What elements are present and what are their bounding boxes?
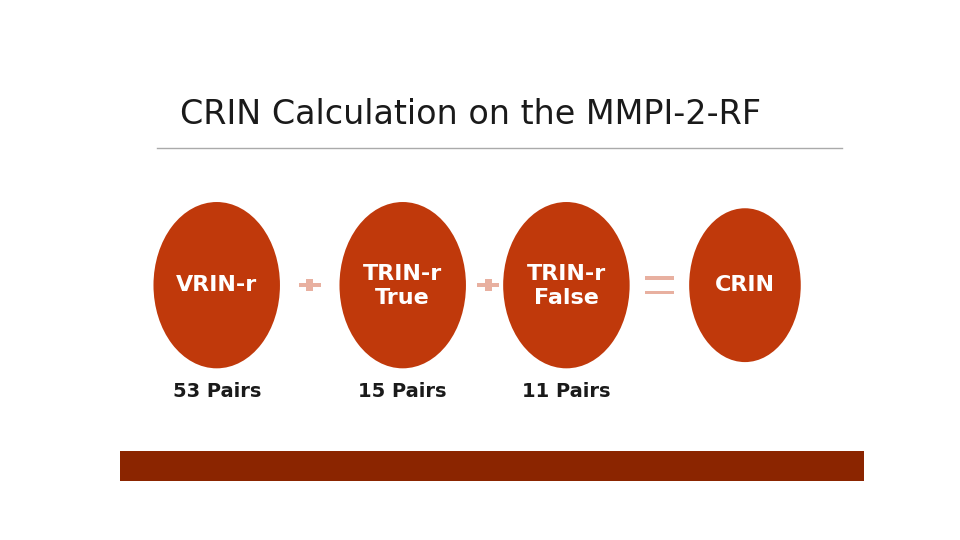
FancyBboxPatch shape (120, 451, 864, 481)
Ellipse shape (154, 202, 280, 368)
Text: VRIN-r: VRIN-r (176, 275, 257, 295)
Text: 53 Pairs: 53 Pairs (173, 382, 261, 401)
Text: 11 Pairs: 11 Pairs (522, 382, 611, 401)
FancyBboxPatch shape (306, 279, 313, 292)
Text: CRIN Calculation on the MMPI-2-RF: CRIN Calculation on the MMPI-2-RF (180, 98, 760, 131)
Ellipse shape (340, 202, 466, 368)
Text: TRIN-r: TRIN-r (527, 264, 606, 284)
Text: CRIN: CRIN (715, 275, 775, 295)
Ellipse shape (503, 202, 630, 368)
FancyBboxPatch shape (644, 276, 674, 280)
Text: TRIN-r: TRIN-r (363, 264, 443, 284)
Ellipse shape (689, 208, 801, 362)
FancyBboxPatch shape (485, 279, 492, 292)
FancyBboxPatch shape (477, 284, 499, 287)
FancyBboxPatch shape (644, 291, 674, 294)
Text: False: False (534, 288, 599, 308)
Text: True: True (375, 288, 430, 308)
Text: 15 Pairs: 15 Pairs (358, 382, 447, 401)
FancyBboxPatch shape (299, 284, 321, 287)
